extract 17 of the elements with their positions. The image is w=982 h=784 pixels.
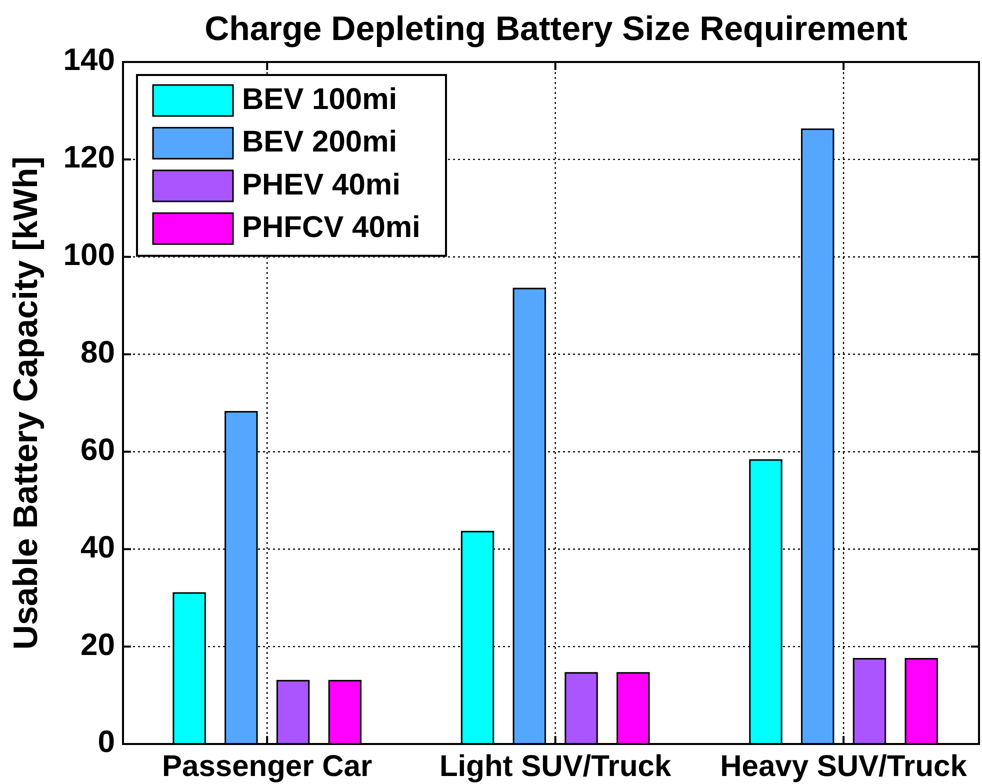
y-tick-label: 80 bbox=[80, 334, 115, 370]
chart-title: Charge Depleting Battery Size Requirement bbox=[204, 10, 908, 48]
legend-label: BEV 200mi bbox=[242, 126, 398, 159]
y-tick-label: 0 bbox=[98, 724, 115, 760]
y-tick-label: 100 bbox=[63, 237, 115, 272]
y-tick-label: 140 bbox=[63, 42, 115, 78]
x-tick-label: Light SUV/Truck bbox=[439, 750, 672, 783]
legend-label: PHFCV 40mi bbox=[242, 211, 420, 244]
x-tick-label: Heavy SUV/Truck bbox=[720, 750, 968, 783]
y-axis-title: Usable Battery Capacity [kWh] bbox=[6, 156, 45, 650]
legend-label: BEV 100mi bbox=[242, 82, 398, 116]
y-tick-label: 120 bbox=[63, 140, 115, 175]
y-tick-label: 40 bbox=[80, 529, 115, 564]
y-tick-label: 60 bbox=[80, 432, 115, 467]
y-tick-label: 20 bbox=[80, 626, 115, 662]
x-tick-label: Passenger Car bbox=[162, 750, 372, 783]
legend-label: PHEV 40mi bbox=[242, 168, 400, 202]
